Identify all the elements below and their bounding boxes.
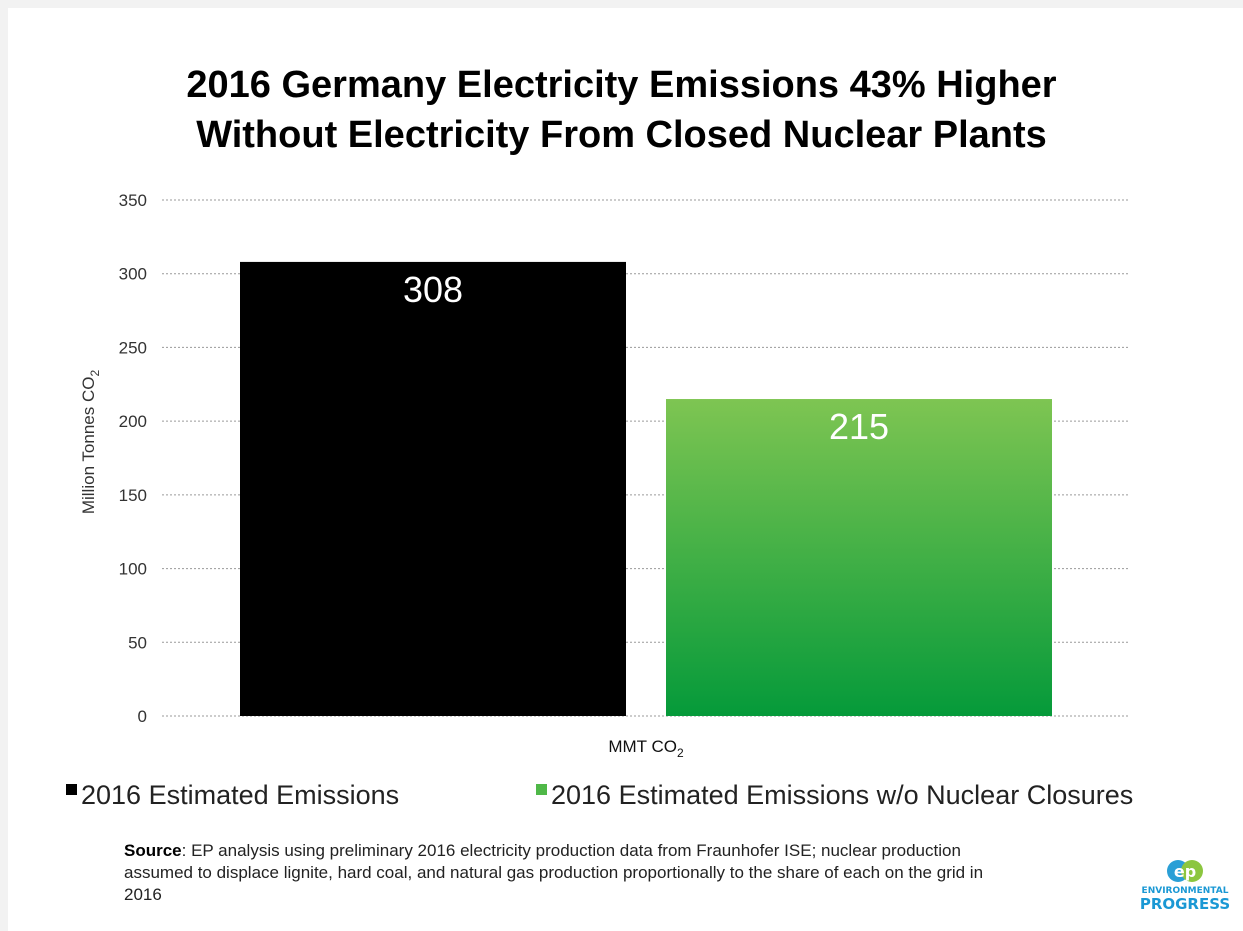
y-tick-label: 0 — [138, 707, 147, 726]
legend-swatch-green — [536, 784, 547, 795]
ep-logo-mark-text: ep — [1174, 862, 1196, 881]
source-note: Source: EP analysis using preliminary 20… — [124, 840, 1024, 906]
y-tick-label: 250 — [119, 338, 147, 357]
chart-title-line-1: 2016 Germany Electricity Emissions 43% H… — [186, 64, 1057, 106]
y-tick-label: 50 — [128, 633, 147, 652]
y-axis-label: Million Tonnes CO2 — [79, 370, 102, 515]
source-label: Source — [124, 841, 182, 860]
legend-item-estimated-emissions: 2016 Estimated Emissions — [66, 780, 399, 811]
legend-swatch-black — [66, 784, 77, 795]
y-axis-ticks: 0 50 100 150 200 250 300 350 — [119, 191, 147, 726]
environmental-progress-logo: ep ENVIRONMENTAL PROGRESS — [1136, 858, 1234, 912]
y-tick-label: 350 — [119, 191, 147, 210]
bar-estimated-emissions — [240, 261, 626, 716]
chart-title-line-2: Without Electricity From Closed Nuclear … — [196, 114, 1047, 156]
x-axis-category-label: MMT CO2 — [608, 737, 684, 760]
bars — [240, 261, 1052, 716]
legend-label: 2016 Estimated Emissions — [81, 780, 400, 810]
source-text: : EP analysis using preliminary 2016 ele… — [124, 841, 984, 904]
y-tick-label: 300 — [119, 265, 147, 284]
legend-label: 2016 Estimated Emissions w/o Nuclear Clo… — [551, 780, 1134, 810]
data-labels: 308 215 — [403, 269, 889, 447]
y-tick-label: 200 — [119, 412, 147, 431]
bar-value-label: 215 — [829, 406, 889, 447]
legend-item-without-nuclear-closures: 2016 Estimated Emissions w/o Nuclear Clo… — [536, 780, 1133, 811]
y-tick-label: 100 — [119, 560, 147, 579]
logo-text-line-2: PROGRESS — [1139, 895, 1231, 913]
logo-text-line-1: ENVIRONMENTAL — [1141, 886, 1229, 896]
ep-logo-icon: ep — [1167, 860, 1203, 882]
bar-value-label: 308 — [403, 269, 463, 310]
bar-chart: 0 50 100 150 200 250 300 350 308 215 Million Ton… — [79, 191, 1128, 760]
bar-without-nuclear-closures — [666, 399, 1052, 716]
y-tick-label: 150 — [119, 486, 147, 505]
